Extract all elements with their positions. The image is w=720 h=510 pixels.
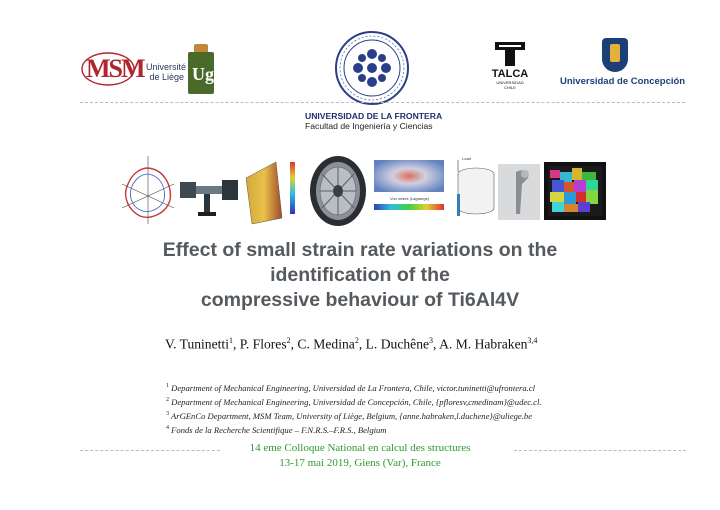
affiliation-number: 1 [166,383,169,389]
udec-crest-icon [602,38,628,72]
author-name: , A. M. Habraken [433,336,528,352]
bottom-divider-right [514,450,686,451]
author-name: , L. Duchêne [358,336,430,352]
affiliation-number: 4 [166,424,169,431]
author-affil-mark: 3 [429,336,434,345]
talca-logo: TALCA UNIVERSIDAD CHILE [486,40,534,100]
conference-line1: 14 eme Colloque National en calcul des s… [249,442,471,454]
affiliation-text: Department of Mechanical Engineering, Un… [171,396,542,407]
faculty-name: Facultad de Ingeniería y Ciencias [305,121,433,131]
ulg-mark: Ug [188,52,214,94]
ulg-crest-icon [194,44,208,54]
yield-surface-diagram [120,154,176,226]
affiliation-number: 2 [166,396,169,403]
ulg-logo-text: Université de Liège [146,62,187,82]
affiliation-item: 3 ArGEnCo Department, MSM Team, Universi… [166,408,542,422]
affiliation-item: 2 Department of Mechanical Engineering, … [166,394,542,408]
talca-label: TALCA [491,68,529,80]
talca-sub1: UNIVERSIDAD [496,80,524,85]
author-name: V. Tuninetti [165,336,229,352]
affiliation-text: Fonds de la Recherche Scientifique – F.N… [171,424,387,435]
cylinder-load-diagram: Load [450,154,498,226]
von-mises-contour-image: Von mises (Lagrange) [370,158,448,224]
affiliation-item: 1 Department of Mechanical Engineering, … [166,380,542,394]
bottom-divider-left [80,450,220,451]
image-strip: Von mises (Lagrange) Load [120,150,610,230]
author-name: , C. Medina [290,336,355,352]
legend-label: Von mises (Lagrange) [390,196,430,201]
ulg-mark-text: Ug [192,64,214,84]
logo-row: MSM Université de Liège Ug [0,30,720,105]
udec-logo: Universidad de Concepción [560,38,686,100]
msm-logo: MSM [80,50,146,88]
ufro-seal-logo [334,30,410,106]
affiliation-number: 3 [166,410,169,417]
author-affil-mark: 2 [354,336,359,345]
ulg-logo: Université de Liège Ug [146,44,216,96]
paper-title: Effect of small strain rate variations o… [60,238,660,313]
affiliation-text: Department of Mechanical Engineering, Un… [171,382,536,393]
talca-sub2: CHILE [504,85,516,90]
msm-logo-text: MSM [86,54,146,83]
author-affil-mark: 1 [228,336,233,345]
affiliation-list: 1 Department of Mechanical Engineering, … [166,380,542,435]
test-machine-image [178,166,240,218]
load-label: Load [462,156,471,161]
ulg-text-line2: de Liège [149,72,184,82]
udec-label: Universidad de Concepción [560,76,686,87]
author-name: , P. Flores [232,336,287,352]
microstructure-map-image [544,162,606,220]
author-affil-mark: 3,4 [527,336,538,345]
conference-line2: 13-17 mai 2019, Giens (Var), France [279,457,441,469]
affiliation-text: ArGEnCo Department, MSM Team, University… [171,410,533,421]
ulg-text-line1: Université [146,62,187,72]
title-line3: compressive behaviour of Ti6Al4V [200,289,520,311]
implant-image [498,164,540,220]
title-line2: identification of the [270,264,450,286]
fe-contour-image [242,158,302,226]
turbine-engine-image [304,154,368,228]
university-name: UNIVERSIDAD DE LA FRONTERA [305,111,443,121]
top-divider [80,102,685,103]
author-list: V. Tuninetti1, P. Flores2, C. Medina2, L… [165,336,537,353]
author-affil-mark: 2 [286,336,291,345]
title-line1: Effect of small strain rate variations o… [162,239,558,261]
affiliation-item: 4 Fonds de la Recherche Scientifique – F… [166,422,542,436]
talca-t-icon [493,40,527,68]
